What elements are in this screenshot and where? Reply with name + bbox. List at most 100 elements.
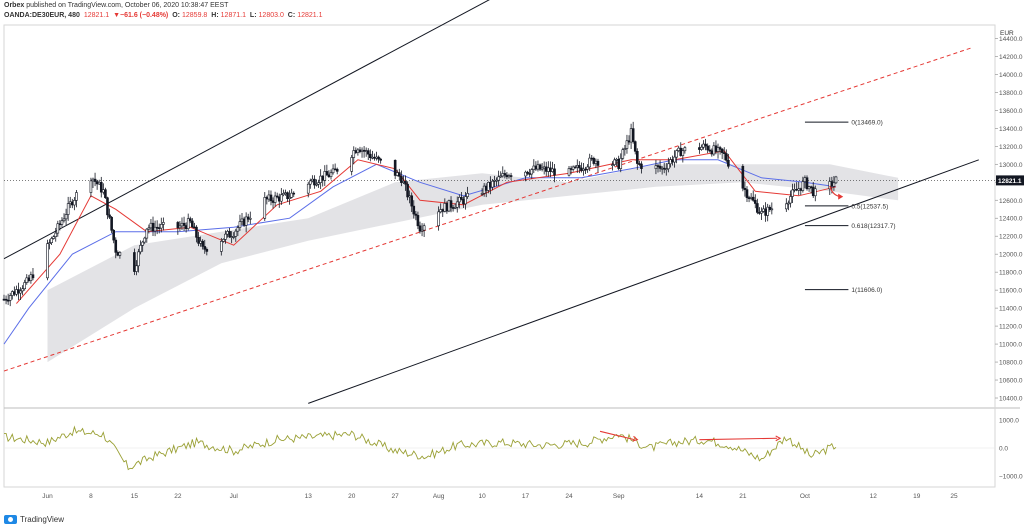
candle: [751, 190, 755, 202]
candle-body: [149, 222, 153, 229]
candle: [15, 285, 18, 297]
candle-body: [710, 150, 714, 155]
price-tick-label: 11800.0: [999, 270, 1022, 277]
candle-body: [89, 180, 93, 193]
candle: [667, 157, 670, 173]
candle: [269, 190, 273, 206]
candle: [277, 193, 281, 208]
candle: [70, 198, 74, 209]
candle-body: [195, 226, 198, 238]
candle: [62, 213, 66, 223]
candle-body: [592, 158, 596, 164]
tradingview-footer[interactable]: TradingView: [4, 515, 64, 524]
candle: [116, 250, 120, 257]
candle-body: [331, 168, 335, 174]
candle-body: [234, 230, 238, 237]
candle: [288, 190, 291, 205]
candle-body: [526, 171, 529, 174]
candle: [621, 147, 625, 161]
candle: [671, 155, 674, 166]
candle: [193, 222, 196, 229]
time-axis: Jun 8 15 22 Jul 13 20 27 Aug 10 17 24 Sep 14 21 Oct 12 19…: [42, 493, 958, 500]
candle-body: [335, 168, 339, 172]
candle: [787, 200, 790, 211]
candle: [718, 145, 722, 155]
published-text: published on TradingView.com, October 06…: [26, 2, 229, 9]
candle-body: [356, 149, 360, 153]
high-label: H:: [211, 12, 219, 19]
candle: [306, 181, 310, 198]
candle-body: [451, 207, 455, 209]
candle-body: [364, 150, 368, 152]
time-tick-label: Jul: [230, 493, 239, 500]
price-change: ▼−61.6 (−0.48%): [113, 12, 169, 19]
candle-body: [143, 237, 147, 243]
candle-body: [542, 166, 546, 169]
candle: [611, 161, 614, 171]
candle: [764, 202, 767, 222]
candle: [673, 150, 676, 168]
candle-body: [627, 140, 631, 143]
candle: [542, 161, 546, 175]
candle-body: [315, 183, 318, 186]
candle-body: [832, 182, 836, 187]
candle: [331, 164, 335, 175]
candle: [491, 179, 494, 191]
candle-body: [588, 157, 592, 168]
candle: [48, 239, 51, 250]
candle-body: [484, 185, 488, 191]
candle-body: [222, 239, 225, 242]
candle-body: [290, 192, 293, 198]
candle: [106, 196, 109, 220]
candle-body: [793, 188, 796, 191]
candle-body: [830, 181, 834, 187]
candle-body: [153, 226, 157, 232]
candle: [327, 170, 331, 178]
candle: [654, 159, 658, 175]
candle: [319, 169, 322, 190]
candle-body: [640, 163, 643, 169]
candle-body: [102, 189, 105, 193]
candle-body: [760, 211, 763, 214]
candle: [263, 192, 267, 221]
candle-body: [182, 222, 186, 226]
candle-body: [191, 220, 194, 228]
time-tick-label: 24: [565, 493, 573, 500]
candle-body: [97, 181, 101, 185]
candle: [584, 166, 587, 175]
candle-body: [414, 213, 418, 216]
high-value: 12871.1: [220, 12, 246, 19]
candle-body: [482, 185, 486, 194]
candle-body: [309, 180, 312, 185]
time-tick-label: 14: [696, 493, 704, 500]
candle-body: [267, 194, 271, 200]
forecast-arrow-head: [838, 193, 844, 200]
candle-body: [805, 177, 809, 190]
candle: [95, 179, 99, 190]
candle: [743, 181, 747, 197]
price-tick-label: 12400.0: [999, 216, 1023, 223]
candle-body: [675, 150, 678, 158]
candle-body: [547, 167, 550, 172]
candle-body: [764, 208, 767, 216]
candle-body: [333, 168, 337, 171]
price-tick-label: 13200.0: [999, 144, 1023, 151]
candle-body: [178, 225, 182, 229]
candle: [749, 193, 753, 201]
candle: [422, 223, 426, 238]
candle: [582, 163, 585, 176]
time-tick-label: 13: [305, 493, 313, 500]
candle: [271, 197, 275, 209]
candle-body: [62, 218, 66, 222]
candle-body: [571, 166, 575, 170]
candle-body: [60, 220, 64, 225]
candle-body: [811, 186, 815, 197]
candle: [437, 206, 440, 231]
candle-body: [638, 163, 641, 165]
candle: [232, 232, 236, 240]
candle-body: [460, 197, 463, 200]
candle-body: [66, 203, 70, 215]
candle: [766, 203, 769, 222]
candle: [91, 177, 95, 189]
